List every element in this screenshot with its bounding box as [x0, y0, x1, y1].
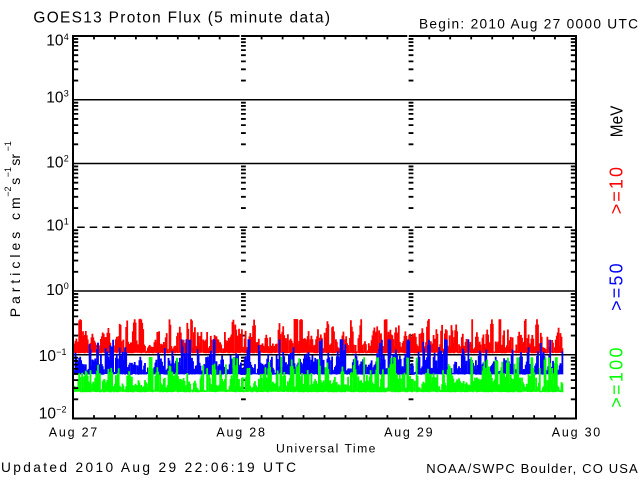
svg-text:1: 1 [64, 217, 69, 227]
svg-text:>=100: >=100 [606, 348, 626, 408]
svg-text:sr: sr [7, 154, 23, 166]
svg-text:MeV: MeV [606, 105, 626, 137]
svg-text:−1: −1 [56, 347, 66, 357]
svg-text:10: 10 [46, 218, 64, 235]
svg-text:10: 10 [46, 155, 64, 172]
svg-text:−1: −1 [3, 167, 13, 177]
svg-text:GOES13 Proton Flux (5 minute d: GOES13 Proton Flux (5 minute data) [33, 9, 330, 26]
svg-text:>=50: >=50 [606, 263, 626, 311]
svg-text:0: 0 [64, 281, 69, 291]
svg-text:Aug 27: Aug 27 [49, 426, 98, 440]
svg-text:10: 10 [39, 348, 57, 365]
svg-text:Aug 29: Aug 29 [384, 426, 433, 440]
svg-text:Universal Time: Universal Time [276, 441, 376, 455]
svg-text:10: 10 [46, 33, 64, 50]
svg-text:NOAA/SWPC Boulder, CO USA: NOAA/SWPC Boulder, CO USA [426, 461, 638, 476]
svg-text:s: s [7, 178, 23, 185]
svg-text:Aug 30: Aug 30 [552, 426, 601, 440]
svg-text:2: 2 [64, 154, 69, 164]
svg-text:Begin: 2010 Aug 27 0000 UTC: Begin: 2010 Aug 27 0000 UTC [419, 17, 638, 32]
svg-text:10: 10 [39, 405, 57, 422]
svg-text:−1: −1 [3, 141, 13, 151]
svg-text:4: 4 [64, 32, 69, 42]
svg-text:10: 10 [46, 282, 64, 299]
svg-text:−2: −2 [56, 405, 66, 415]
svg-text:Particles cm: Particles cm [7, 197, 23, 317]
svg-text:−2: −2 [3, 187, 13, 197]
svg-text:Updated 2010 Aug 29 22:06:19 U: Updated 2010 Aug 29 22:06:19 UTC [1, 460, 296, 475]
svg-text:Aug 28: Aug 28 [216, 426, 265, 440]
svg-text:>=10: >=10 [606, 167, 626, 214]
svg-text:3: 3 [64, 89, 69, 99]
svg-text:10: 10 [46, 90, 64, 107]
